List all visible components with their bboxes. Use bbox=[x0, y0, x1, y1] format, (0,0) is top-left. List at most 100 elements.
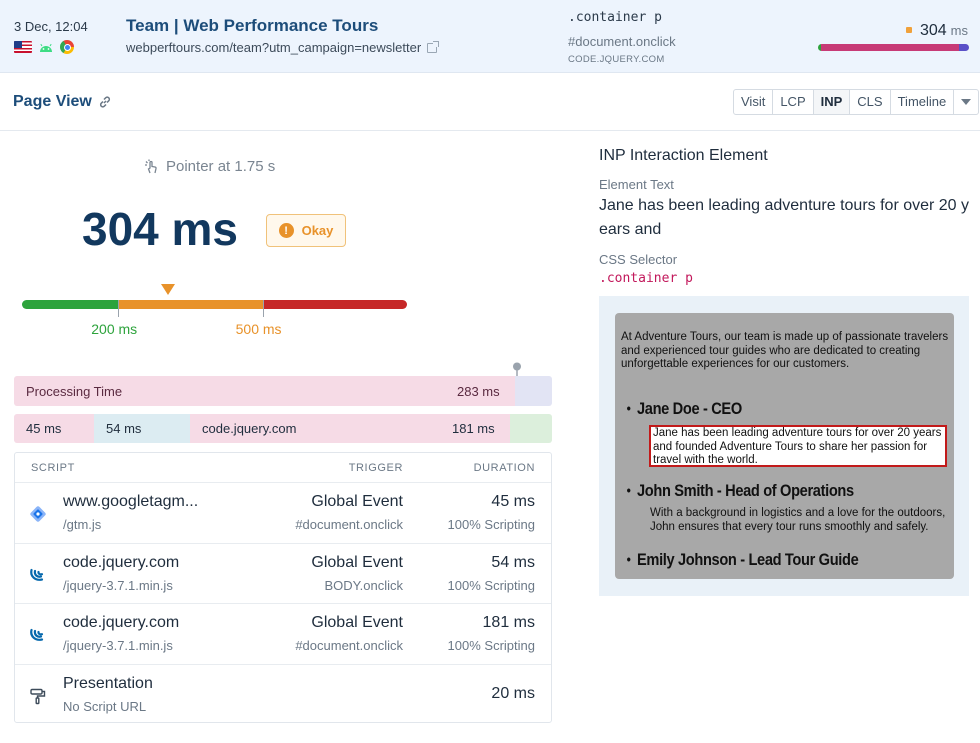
rating-dot-icon bbox=[905, 27, 912, 33]
page-view-title: Page View bbox=[13, 93, 92, 110]
element-panel-title: INP Interaction Element bbox=[599, 147, 768, 164]
page-url-text[interactable]: webperftours.com/team?utm_campaign=newsl… bbox=[126, 40, 422, 55]
script-trigger: Global Event bbox=[311, 554, 403, 571]
session-header: 3 Dec, 12:04 Team | Web Performance Tour… bbox=[0, 0, 980, 73]
rating-label: Okay bbox=[301, 223, 334, 238]
column-header-duration: DURATION bbox=[473, 462, 535, 474]
script-name: code.jquery.com bbox=[63, 614, 180, 631]
script-path: /jquery-3.7.1.min.js bbox=[63, 578, 173, 593]
script-path: /jquery-3.7.1.min.js bbox=[63, 638, 173, 653]
bar-good-segment bbox=[818, 44, 821, 51]
paint-roller-icon bbox=[30, 688, 46, 705]
table-row[interactable]: Presentation No Script URL 20 ms bbox=[15, 664, 551, 723]
element-screenshot-container: At Adventure Tours, our team is made up … bbox=[599, 296, 969, 596]
script-segment bbox=[14, 414, 94, 443]
script-segments-bar: 45 ms 54 ms code.jquery.com 181 ms bbox=[14, 414, 552, 443]
header-host: CODE.JQUERY.COM bbox=[568, 54, 665, 65]
warning-icon: ! bbox=[278, 223, 294, 238]
scale-poor-segment bbox=[262, 300, 407, 309]
threshold-label-200: 200 ms bbox=[91, 321, 138, 337]
jquery-icon bbox=[30, 568, 44, 581]
device-icons bbox=[14, 40, 74, 54]
pointer-tap-icon bbox=[145, 159, 157, 173]
external-link-icon[interactable] bbox=[427, 40, 440, 53]
script-segment-label: 54 ms bbox=[106, 421, 142, 436]
map-pin-icon bbox=[513, 362, 521, 376]
header-inp-metric: 304 ms bbox=[905, 22, 968, 40]
bar-poor-segment bbox=[821, 44, 959, 51]
us-flag-icon bbox=[14, 41, 32, 53]
page-view-heading: Page View bbox=[13, 93, 112, 111]
processing-value: 283 ms bbox=[457, 384, 500, 399]
script-segment bbox=[510, 414, 552, 443]
script-trigger-target: #document.onclick bbox=[295, 638, 403, 653]
page-title[interactable]: Team | Web Performance Tours bbox=[126, 16, 379, 35]
tab-lcp[interactable]: LCP bbox=[773, 90, 814, 114]
table-row[interactable]: code.jquery.com /jquery-3.7.1.min.js Glo… bbox=[15, 543, 551, 604]
script-segment bbox=[190, 414, 510, 443]
inp-threshold-scale bbox=[22, 300, 407, 309]
tab-inp[interactable]: INP bbox=[813, 90, 851, 114]
script-duration: 181 ms bbox=[482, 614, 535, 631]
link-icon[interactable] bbox=[98, 95, 112, 109]
inp-value: 304 ms bbox=[82, 203, 239, 255]
screenshot-person-name: John Smith - Head of Operations bbox=[627, 481, 854, 501]
jquery-icon bbox=[30, 628, 44, 641]
processing-label: Processing Time bbox=[26, 384, 123, 399]
scale-needs-improvement-segment bbox=[118, 300, 263, 309]
script-name: code.jquery.com bbox=[63, 554, 180, 571]
section-divider bbox=[0, 130, 980, 131]
script-duration-breakdown: 100% Scripting bbox=[447, 638, 535, 653]
rating-badge: ! Okay bbox=[266, 214, 346, 247]
screenshot-person-name: Emily Johnson - Lead Tour Guide bbox=[627, 550, 859, 570]
metric-tabs: Visit LCP INP CLS Timeline bbox=[733, 89, 980, 115]
header-trigger: #document.onclick bbox=[568, 34, 676, 49]
script-segment-label: 45 ms bbox=[26, 421, 62, 436]
element-screenshot[interactable]: At Adventure Tours, our team is made up … bbox=[615, 313, 954, 579]
script-duration-breakdown: 100% Scripting bbox=[447, 578, 535, 593]
tab-timeline[interactable]: Timeline bbox=[891, 90, 955, 114]
threshold-label-500: 500 ms bbox=[235, 321, 282, 337]
presentation-fill bbox=[515, 376, 552, 406]
highlighted-element-text: Jane has been leading adventure tours fo… bbox=[653, 427, 942, 466]
script-duration-breakdown: 100% Scripting bbox=[447, 517, 535, 532]
script-segment bbox=[94, 414, 190, 443]
script-trigger: Global Event bbox=[311, 614, 403, 631]
threshold-tick-200 bbox=[118, 300, 120, 317]
script-trigger-target: #document.onclick bbox=[295, 517, 403, 532]
tabs-dropdown-button[interactable] bbox=[954, 90, 978, 114]
script-path: No Script URL bbox=[63, 699, 147, 714]
processing-time-bar: Processing Time 283 ms bbox=[14, 376, 552, 406]
header-metric-value: 304 bbox=[919, 22, 947, 39]
inp-marker-icon bbox=[161, 284, 176, 295]
script-table: SCRIPT TRIGGER DURATION www.googletagm..… bbox=[14, 452, 552, 723]
chrome-icon bbox=[60, 40, 74, 54]
header-inp-breakdown-bar bbox=[818, 44, 969, 51]
css-selector-label: CSS Selector bbox=[599, 252, 678, 267]
interaction-type-text: Pointer at 1.75 s bbox=[166, 158, 276, 175]
script-duration: 45 ms bbox=[491, 493, 535, 510]
header-selector: .container p bbox=[568, 10, 662, 25]
screenshot-person-name: Jane Doe - CEO bbox=[627, 399, 743, 419]
session-date: 3 Dec, 12:04 bbox=[14, 19, 88, 34]
tab-visit[interactable]: Visit bbox=[734, 90, 774, 114]
script-trigger-target: BODY.onclick bbox=[324, 578, 403, 593]
tab-cls[interactable]: CLS bbox=[850, 90, 891, 114]
screenshot-intro-text: At Adventure Tours, our team is made up … bbox=[621, 331, 949, 370]
bar-other-segment bbox=[959, 44, 969, 51]
table-row[interactable]: www.googletagm... /gtm.js Global Event #… bbox=[15, 482, 551, 543]
script-duration: 20 ms bbox=[491, 685, 535, 702]
android-icon bbox=[40, 43, 52, 52]
table-row[interactable]: code.jquery.com /jquery-3.7.1.min.js Glo… bbox=[15, 603, 551, 664]
page-url[interactable]: webperftours.com/team?utm_campaign=newsl… bbox=[126, 40, 440, 55]
screenshot-person-desc: With a background in logistics and a lov… bbox=[650, 507, 946, 533]
processing-fill bbox=[14, 376, 515, 406]
script-trigger: Global Event bbox=[311, 493, 403, 510]
google-tag-manager-icon bbox=[30, 506, 46, 522]
chevron-down-icon bbox=[961, 99, 972, 105]
column-header-trigger: TRIGGER bbox=[348, 462, 403, 474]
script-name: www.googletagm... bbox=[63, 493, 199, 510]
element-text-label: Element Text bbox=[599, 177, 674, 192]
script-duration: 54 ms bbox=[491, 554, 535, 571]
scale-good-segment bbox=[22, 300, 119, 309]
